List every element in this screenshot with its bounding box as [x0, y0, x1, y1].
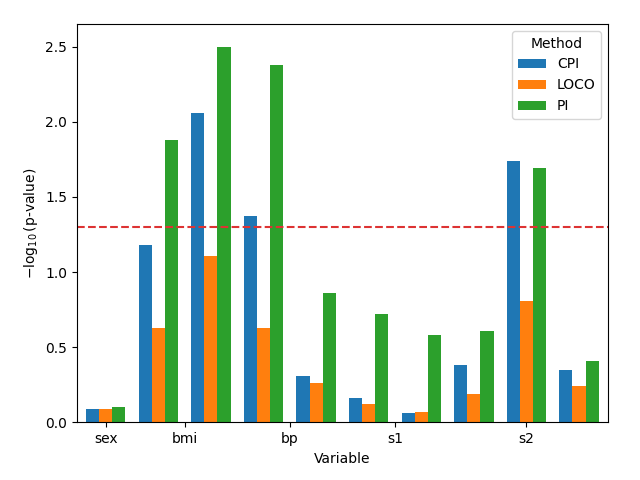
Bar	[270, 65, 284, 422]
Bar	[152, 328, 165, 422]
Bar	[191, 113, 204, 422]
Bar	[362, 404, 375, 422]
Bar	[467, 394, 481, 422]
Bar	[415, 412, 428, 422]
Bar	[507, 161, 520, 422]
X-axis label: Variable: Variable	[314, 452, 371, 466]
Bar	[112, 408, 125, 422]
Bar	[86, 409, 99, 422]
Bar	[428, 335, 441, 422]
Bar	[481, 331, 493, 422]
Bar	[165, 140, 178, 422]
Legend: CPI, LOCO, PI: CPI, LOCO, PI	[512, 31, 601, 119]
Bar	[323, 293, 336, 422]
Bar	[244, 216, 257, 422]
Bar	[559, 370, 573, 422]
Bar	[520, 300, 533, 422]
Bar	[586, 361, 599, 422]
Bar	[296, 376, 310, 422]
Bar	[401, 413, 415, 422]
Bar	[375, 314, 388, 422]
Bar	[349, 398, 362, 422]
Bar	[257, 328, 270, 422]
Y-axis label: $-\log_{10}$(p-value): $-\log_{10}$(p-value)	[22, 168, 40, 279]
Bar	[204, 255, 218, 422]
Bar	[99, 409, 112, 422]
Bar	[533, 168, 546, 422]
Bar	[139, 245, 152, 422]
Bar	[573, 386, 586, 422]
Bar	[310, 384, 323, 422]
Bar	[454, 365, 467, 422]
Bar	[218, 47, 230, 422]
